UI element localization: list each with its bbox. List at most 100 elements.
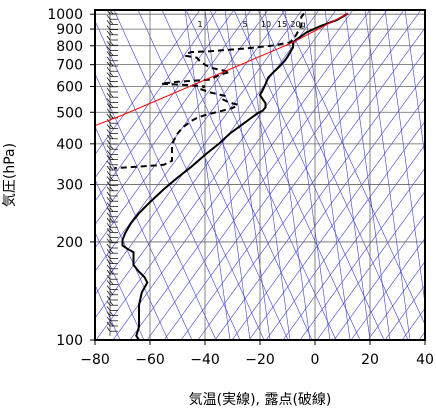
wind-barb-flag — [106, 165, 111, 171]
mixing-ratio-line — [324, 10, 371, 340]
wind-barb-flag — [106, 25, 111, 30]
wind-barb-flag — [109, 124, 114, 129]
y-tick-label: 200 — [56, 235, 83, 251]
wind-barb-flag — [109, 72, 114, 77]
dewpoint-line — [114, 12, 305, 170]
wind-barb-flag — [106, 217, 111, 223]
axis-labels: −80 −60 −40 −20 0 20 40 100 200 300 400 500 600 700 80… — [47, 7, 434, 368]
wind-barb-flag — [109, 248, 114, 254]
wind-barb-flag — [106, 150, 111, 155]
y-tick-label: 600 — [56, 79, 83, 95]
wind-barb-flag — [109, 30, 114, 36]
wind-barb-flag — [109, 92, 114, 98]
wind-barb-flag — [106, 212, 111, 218]
isotherm-line — [129, 10, 371, 340]
y-tick-label: 500 — [56, 105, 83, 121]
wind-barb-flag — [106, 316, 111, 322]
mixing-ratio-line — [264, 10, 311, 340]
isotherm-line — [282, 144, 425, 340]
wind-barb-flag — [109, 82, 114, 88]
y-tick-label: 800 — [56, 39, 83, 55]
wind-barb-flag — [106, 243, 111, 249]
wind-barb-flag — [106, 306, 111, 311]
wind-barb-flag — [106, 290, 111, 296]
adiabat-line — [95, 178, 169, 340]
isotherm-line — [350, 237, 425, 340]
x-tick-label: −80 — [80, 352, 110, 368]
wind-barb-flag — [109, 61, 114, 67]
wind-barb-flag — [106, 35, 111, 41]
wind-barb-flag — [106, 196, 111, 202]
isotherm-line — [180, 10, 422, 340]
mixing-ratio-label: 15 — [277, 20, 287, 29]
wind-barb-flag — [106, 46, 111, 51]
wind-barb-flag — [109, 144, 114, 150]
y-tick-label: 700 — [56, 58, 83, 74]
wind-barb-flag — [109, 176, 114, 181]
wind-barb-flag — [106, 254, 111, 259]
wind-barb-flag — [106, 72, 111, 77]
wind-barb-flag — [109, 51, 114, 56]
temperature-line — [121, 12, 349, 340]
wind-barb-flag — [106, 56, 111, 62]
wind-barb-flag — [106, 274, 111, 280]
wind-barb-flag — [109, 300, 114, 306]
x-tick-label: −60 — [135, 352, 165, 368]
grid-lines — [94, 10, 426, 341]
adiabat-line — [95, 73, 217, 340]
mixing-ratio-line — [304, 10, 351, 340]
isotherm-line — [265, 120, 425, 340]
wind-barb-flag — [109, 280, 114, 285]
isotherm-line — [231, 74, 425, 340]
mixing-ratio-line — [384, 10, 425, 306]
isotherm-line — [316, 190, 425, 340]
wind-barb-flag — [109, 228, 114, 233]
parcel-line — [95, 13, 349, 127]
wind-barb-flag — [106, 155, 111, 160]
isotherm-line — [333, 214, 425, 340]
wind-barb-flag — [106, 300, 111, 306]
x-tick-label: 20 — [361, 352, 379, 368]
wind-barb-flag — [106, 186, 111, 192]
y-tick-label: 300 — [56, 178, 83, 194]
wind-barb-flag — [106, 134, 111, 140]
wind-barb-flag — [109, 269, 114, 275]
wind-barb-flag — [109, 217, 114, 223]
mixing-ratio-label: 10 — [261, 20, 271, 29]
x-axis-label: 気温(実線), 露点(破線) — [189, 392, 332, 408]
wind-barb-flag — [109, 196, 114, 202]
wind-barb-flag — [106, 228, 111, 233]
wind-barb-flag — [106, 77, 111, 82]
wind-barb-flag — [106, 264, 111, 270]
plot-frame — [90, 9, 426, 345]
wind-barb-flag — [106, 103, 111, 108]
adiabat-line — [95, 231, 145, 340]
wind-barb-flag — [106, 202, 111, 207]
wind-barb-flag — [109, 113, 114, 119]
wind-barb-flag — [109, 103, 114, 108]
wind-barb-flag — [106, 285, 111, 290]
adiabat-line — [113, 10, 265, 340]
wind-barb-flag — [106, 295, 111, 301]
adiabat-line — [161, 10, 313, 340]
wind-barb-flag — [106, 280, 111, 285]
wind-barb-flag — [106, 176, 111, 181]
wind-barb-flag — [106, 61, 111, 67]
wind-barb-flag — [106, 311, 111, 316]
wind-barb-flag — [109, 311, 114, 316]
wind-barb-flag — [106, 87, 111, 93]
wind-barb-flag — [106, 160, 111, 166]
wind-barb-flag — [109, 155, 114, 160]
wind-barb-flag — [109, 207, 114, 212]
wind-barb-flag — [109, 165, 114, 171]
isotherm-line — [95, 10, 337, 340]
wind-barb-flag — [106, 66, 111, 72]
wind-barb-flag — [109, 20, 114, 25]
series-layer — [95, 12, 349, 340]
wind-barb-flag — [109, 321, 114, 327]
wind-barb-flag — [106, 144, 111, 150]
wind-barb-flag — [106, 248, 111, 254]
wind-barb-flag — [106, 170, 111, 176]
